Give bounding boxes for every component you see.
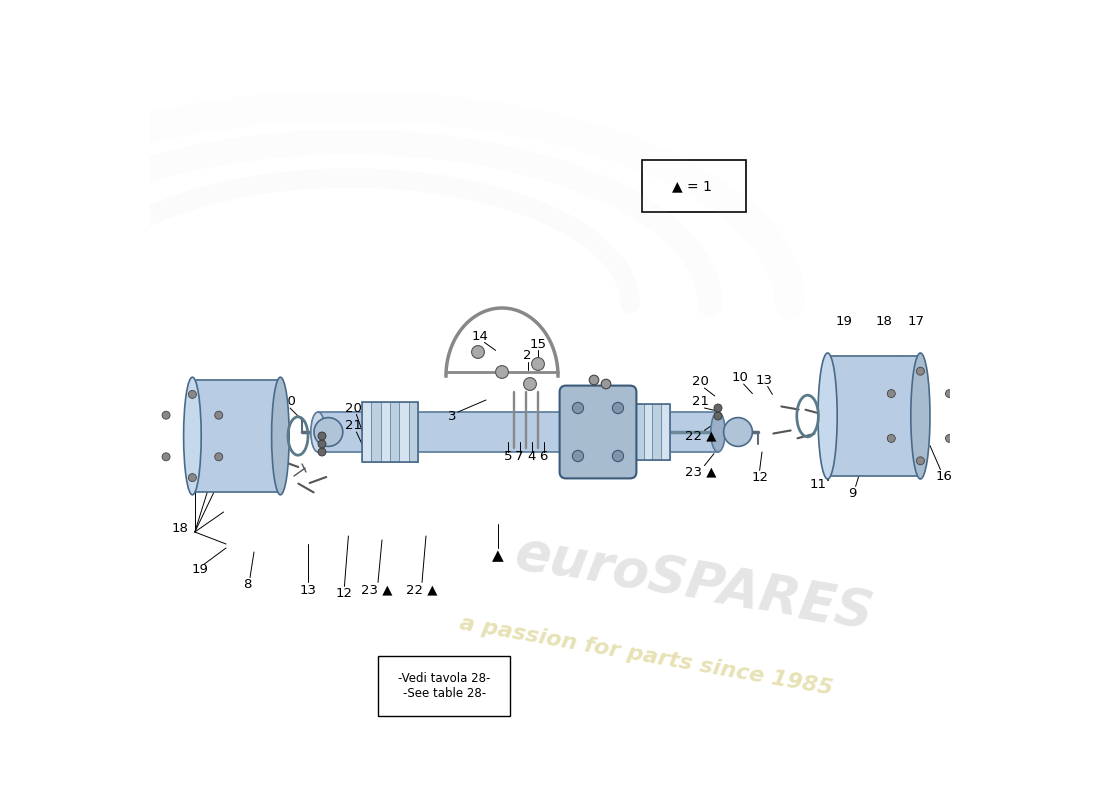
Text: 5: 5 <box>504 450 513 462</box>
Bar <box>626 404 635 460</box>
Bar <box>827 356 921 476</box>
Circle shape <box>590 375 598 385</box>
Circle shape <box>318 440 326 448</box>
Text: 23 ▲: 23 ▲ <box>362 584 393 597</box>
Circle shape <box>916 457 924 465</box>
Circle shape <box>318 448 326 456</box>
Ellipse shape <box>184 378 201 494</box>
Ellipse shape <box>911 353 930 479</box>
Circle shape <box>188 390 197 398</box>
Circle shape <box>472 346 484 358</box>
Circle shape <box>888 434 895 442</box>
Text: 19: 19 <box>191 404 208 417</box>
Text: 23 ▲: 23 ▲ <box>684 466 716 478</box>
Text: 20: 20 <box>344 402 362 414</box>
Circle shape <box>318 432 326 440</box>
Text: 19: 19 <box>191 563 208 576</box>
Text: 16: 16 <box>935 470 952 482</box>
Text: 19: 19 <box>191 435 208 448</box>
Text: 13: 13 <box>299 584 316 597</box>
Bar <box>192 380 280 492</box>
Bar <box>381 402 390 462</box>
Text: 12: 12 <box>336 587 353 600</box>
Text: 6: 6 <box>539 450 548 462</box>
Circle shape <box>531 358 544 370</box>
Text: 21: 21 <box>692 395 708 408</box>
Bar <box>362 402 372 462</box>
Text: 14: 14 <box>471 330 488 343</box>
Circle shape <box>214 453 222 461</box>
Text: euroSPARES: euroSPARES <box>510 527 877 641</box>
Circle shape <box>162 453 170 461</box>
Text: 7: 7 <box>515 450 524 462</box>
Text: a passion for parts since 1985: a passion for parts since 1985 <box>458 614 834 698</box>
Circle shape <box>188 474 197 482</box>
Bar <box>362 402 418 462</box>
FancyBboxPatch shape <box>560 386 637 478</box>
Circle shape <box>162 411 170 419</box>
Bar <box>399 402 409 462</box>
Bar <box>409 402 418 462</box>
Circle shape <box>888 390 895 398</box>
Bar <box>318 412 718 452</box>
Bar <box>390 402 399 462</box>
Circle shape <box>714 404 722 412</box>
Text: 12: 12 <box>751 471 768 484</box>
Circle shape <box>572 402 584 414</box>
Bar <box>372 402 381 462</box>
Text: 4: 4 <box>527 450 536 462</box>
Text: -Vedi tavola 28-
-See table 28-: -Vedi tavola 28- -See table 28- <box>398 672 491 699</box>
Bar <box>626 404 670 460</box>
Circle shape <box>314 418 343 446</box>
Text: 3: 3 <box>448 410 456 422</box>
Text: 9: 9 <box>848 487 857 500</box>
Text: 15: 15 <box>529 338 547 350</box>
Circle shape <box>496 366 508 378</box>
Text: 21: 21 <box>344 419 362 432</box>
Text: 19: 19 <box>836 315 852 328</box>
Text: 22 ▲: 22 ▲ <box>406 584 438 597</box>
Circle shape <box>613 450 624 462</box>
Bar <box>635 404 643 460</box>
Text: 13: 13 <box>756 374 773 386</box>
Text: 18: 18 <box>842 447 858 460</box>
Circle shape <box>602 379 610 389</box>
Text: 18: 18 <box>172 522 189 534</box>
Ellipse shape <box>711 412 725 452</box>
Text: 10: 10 <box>279 395 296 408</box>
Circle shape <box>946 434 954 442</box>
FancyBboxPatch shape <box>642 160 746 212</box>
Circle shape <box>524 378 537 390</box>
Text: ▲: ▲ <box>492 549 504 563</box>
Ellipse shape <box>311 412 326 452</box>
Circle shape <box>613 402 624 414</box>
Bar <box>652 404 661 460</box>
Circle shape <box>214 411 222 419</box>
Circle shape <box>724 418 752 446</box>
Text: 10: 10 <box>732 371 749 384</box>
Text: 18: 18 <box>876 315 893 328</box>
Circle shape <box>916 367 924 375</box>
Bar <box>644 404 652 460</box>
Bar <box>661 404 670 460</box>
FancyBboxPatch shape <box>378 656 510 716</box>
Ellipse shape <box>818 353 837 479</box>
Text: 17: 17 <box>908 315 925 328</box>
Text: 20: 20 <box>692 375 708 388</box>
Text: 2: 2 <box>524 349 531 362</box>
Circle shape <box>714 412 722 420</box>
Text: 22 ▲: 22 ▲ <box>684 430 716 442</box>
Ellipse shape <box>272 378 289 494</box>
Text: 8: 8 <box>243 578 252 590</box>
Text: 11: 11 <box>810 478 826 490</box>
Circle shape <box>572 450 584 462</box>
Circle shape <box>946 390 954 398</box>
Text: ▲ = 1: ▲ = 1 <box>672 179 713 194</box>
